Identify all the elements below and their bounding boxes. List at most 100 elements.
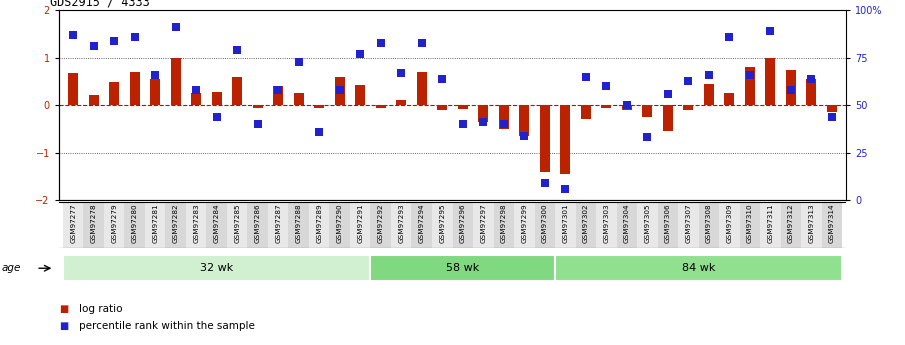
Bar bbox=[596, 202, 616, 248]
Bar bbox=[766, 58, 776, 105]
Bar bbox=[206, 202, 227, 248]
Text: GSM97296: GSM97296 bbox=[460, 203, 466, 243]
Bar bbox=[760, 202, 780, 248]
Bar bbox=[473, 202, 493, 248]
Point bbox=[804, 76, 818, 81]
Bar bbox=[514, 202, 535, 248]
Bar bbox=[104, 202, 125, 248]
Bar bbox=[560, 105, 570, 174]
Bar bbox=[63, 202, 83, 248]
Text: GSM97309: GSM97309 bbox=[727, 203, 732, 243]
Point bbox=[763, 29, 777, 34]
Bar bbox=[719, 202, 739, 248]
Bar bbox=[416, 72, 427, 105]
Bar bbox=[499, 105, 509, 129]
Text: GSM97285: GSM97285 bbox=[234, 203, 240, 243]
Text: GSM97302: GSM97302 bbox=[583, 203, 589, 243]
Bar bbox=[826, 105, 837, 112]
Point bbox=[148, 72, 162, 78]
Bar bbox=[412, 202, 432, 248]
Text: GSM97313: GSM97313 bbox=[808, 203, 814, 243]
Text: GSM97281: GSM97281 bbox=[152, 203, 158, 243]
Bar bbox=[232, 77, 243, 105]
Text: GSM97299: GSM97299 bbox=[521, 203, 528, 243]
Point bbox=[784, 87, 798, 93]
Point bbox=[435, 76, 450, 81]
Point bbox=[332, 87, 347, 93]
Text: GSM97308: GSM97308 bbox=[706, 203, 712, 243]
Bar bbox=[432, 202, 452, 248]
Bar bbox=[391, 202, 412, 248]
Text: GSM97310: GSM97310 bbox=[747, 203, 753, 243]
Text: 84 wk: 84 wk bbox=[681, 263, 715, 273]
Bar bbox=[699, 202, 719, 248]
Bar bbox=[376, 105, 386, 108]
Text: GSM97284: GSM97284 bbox=[214, 203, 220, 243]
Bar bbox=[129, 72, 139, 105]
Bar bbox=[555, 255, 842, 281]
Text: GSM97298: GSM97298 bbox=[500, 203, 507, 243]
Point bbox=[66, 32, 81, 38]
Text: GSM97278: GSM97278 bbox=[90, 203, 97, 243]
Bar bbox=[519, 105, 529, 136]
Point bbox=[414, 40, 429, 46]
Bar bbox=[309, 202, 329, 248]
Text: GSM97301: GSM97301 bbox=[562, 203, 568, 243]
Bar bbox=[370, 255, 555, 281]
Bar bbox=[822, 202, 842, 248]
Text: GSM97292: GSM97292 bbox=[377, 203, 384, 243]
Text: GSM97294: GSM97294 bbox=[419, 203, 424, 243]
Bar bbox=[683, 105, 693, 110]
Bar bbox=[89, 95, 99, 105]
Bar bbox=[581, 105, 591, 119]
Bar bbox=[678, 202, 699, 248]
Point bbox=[251, 121, 265, 127]
Text: age: age bbox=[2, 263, 21, 273]
Point bbox=[558, 186, 573, 191]
Point bbox=[374, 40, 388, 46]
Bar bbox=[601, 105, 612, 108]
Point bbox=[722, 34, 737, 40]
Point bbox=[107, 38, 121, 43]
Point bbox=[681, 78, 696, 83]
Point bbox=[538, 180, 552, 186]
Text: GSM97295: GSM97295 bbox=[439, 203, 445, 243]
Bar bbox=[643, 105, 653, 117]
Text: GSM97311: GSM97311 bbox=[767, 203, 773, 243]
Bar bbox=[637, 202, 658, 248]
Bar bbox=[801, 202, 822, 248]
Point bbox=[353, 51, 367, 57]
Point bbox=[743, 72, 757, 78]
Bar bbox=[145, 202, 166, 248]
Text: GSM97306: GSM97306 bbox=[665, 203, 671, 243]
Bar bbox=[170, 58, 181, 105]
Point bbox=[517, 133, 531, 138]
Text: GSM97289: GSM97289 bbox=[316, 203, 322, 243]
Bar bbox=[658, 202, 678, 248]
Text: GSM97305: GSM97305 bbox=[644, 203, 651, 243]
Bar bbox=[616, 202, 637, 248]
Text: GSM97293: GSM97293 bbox=[398, 203, 405, 243]
Bar bbox=[110, 82, 119, 105]
Bar bbox=[555, 202, 576, 248]
Text: ■: ■ bbox=[59, 321, 68, 331]
Bar bbox=[437, 105, 447, 110]
Point bbox=[578, 74, 593, 80]
Bar bbox=[83, 202, 104, 248]
Bar bbox=[329, 202, 350, 248]
Bar bbox=[273, 86, 283, 105]
Text: GSM97288: GSM97288 bbox=[296, 203, 301, 243]
Bar bbox=[289, 202, 309, 248]
Bar bbox=[68, 73, 79, 105]
Bar bbox=[191, 93, 201, 105]
Bar bbox=[186, 202, 206, 248]
Bar bbox=[63, 255, 370, 281]
Bar bbox=[150, 79, 160, 105]
Point bbox=[209, 114, 224, 119]
Text: GSM97286: GSM97286 bbox=[254, 203, 261, 243]
Point bbox=[168, 25, 183, 30]
Bar bbox=[293, 93, 304, 105]
Bar bbox=[786, 70, 795, 105]
Bar bbox=[355, 85, 366, 105]
Point bbox=[476, 120, 491, 125]
